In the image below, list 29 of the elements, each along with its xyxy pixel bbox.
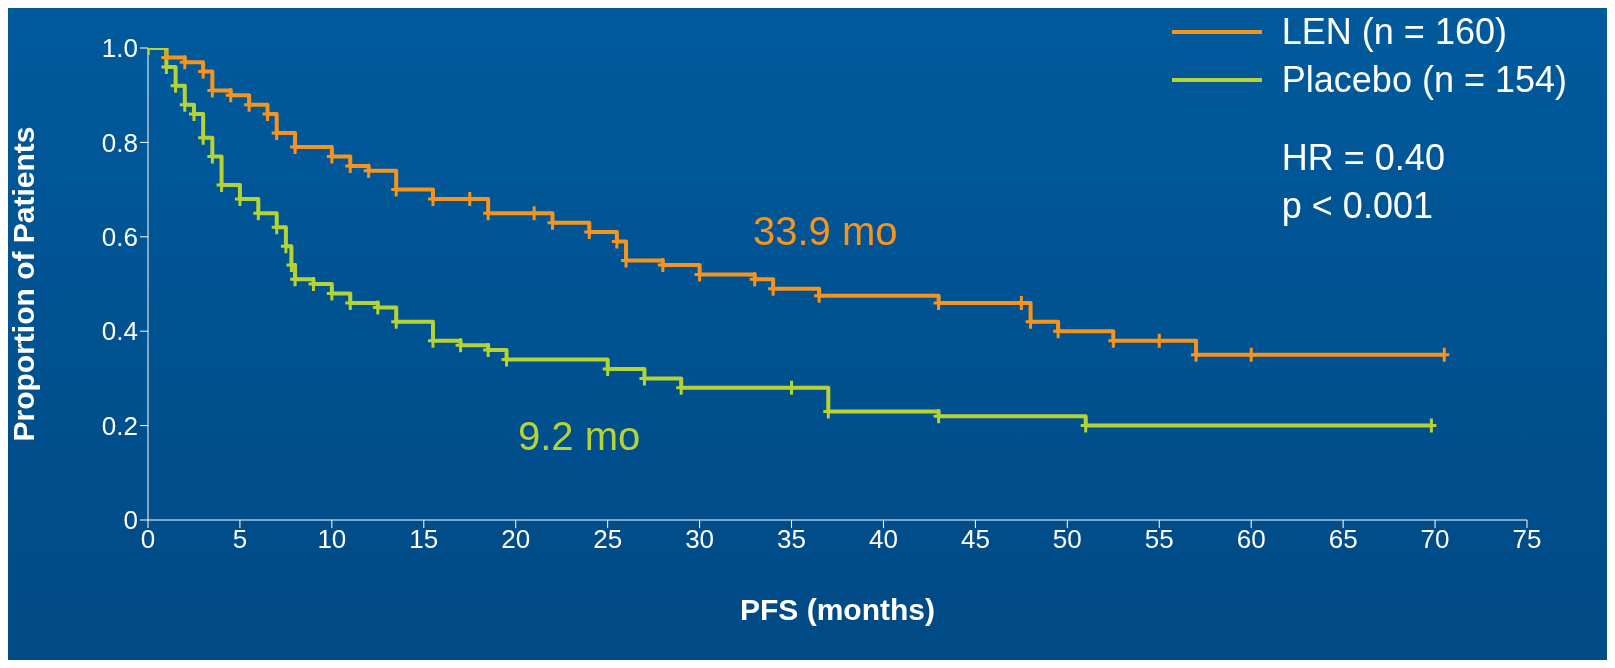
x-tick-label: 20 xyxy=(501,524,531,555)
x-tick-label: 60 xyxy=(1236,524,1266,555)
x-tick-label: 30 xyxy=(685,524,715,555)
annotation: HR = 0.40 xyxy=(1281,136,1446,180)
x-tick-label: 15 xyxy=(409,524,439,555)
legend-label: LEN (n = 160) xyxy=(1281,10,1507,54)
legend-label: Placebo (n = 154) xyxy=(1281,58,1567,102)
y-tick-label: 0.4 xyxy=(101,316,138,347)
x-tick-label: 45 xyxy=(960,524,990,555)
x-axis-title: PFS (months) xyxy=(740,593,935,626)
x-tick-label: 55 xyxy=(1144,524,1174,555)
x-tick-label: 70 xyxy=(1420,524,1450,555)
annotation: p < 0.001 xyxy=(1281,184,1434,228)
x-tick-label: 35 xyxy=(777,524,806,555)
x-tick-label: 75 xyxy=(1512,524,1542,555)
y-tick-label: 1.0 xyxy=(101,33,138,64)
y-axis-title: Proportion of Patients xyxy=(6,126,40,442)
x-tick-label: 40 xyxy=(869,524,898,555)
y-tick-label: 0 xyxy=(123,505,138,536)
x-tick-label: 5 xyxy=(232,524,248,555)
y-tick-label: 0.2 xyxy=(101,410,138,441)
x-tick-label: 10 xyxy=(317,524,347,555)
annotation: 33.9 mo xyxy=(753,208,898,254)
y-tick-label: 0.8 xyxy=(101,127,138,158)
annotation: 9.2 mo xyxy=(518,413,641,459)
y-tick-label: 0.6 xyxy=(101,222,138,253)
x-tick-label: 65 xyxy=(1328,524,1358,555)
x-tick-label: 25 xyxy=(593,524,623,555)
x-tick-label: 50 xyxy=(1052,524,1082,555)
